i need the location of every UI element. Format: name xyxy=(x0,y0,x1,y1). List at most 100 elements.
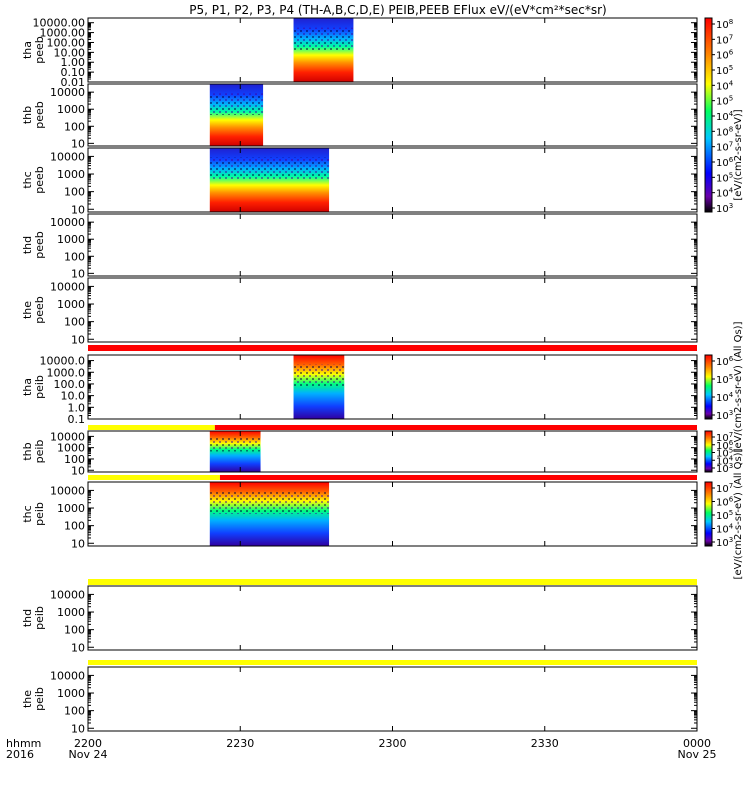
status-bar-segment xyxy=(214,425,697,430)
panel-label-bottom: peeb xyxy=(33,36,46,64)
colorbar-tick-label: 104 xyxy=(716,391,734,404)
colorbar-tick-label: 107 xyxy=(716,482,733,495)
panel-label-bottom: peeb xyxy=(33,231,46,259)
panel-label-top: thd xyxy=(21,609,34,627)
status-bar-segment xyxy=(219,475,697,480)
panel-thb-peeb: 10000 1000 100 10 thb peeb xyxy=(21,83,698,150)
panel-label-top: the xyxy=(21,690,34,708)
colorbar-tick-label: 106 xyxy=(716,355,734,368)
chart-title: P5, P1, P2, P3, P4 (TH-A,B,C,D,E) PEIB,P… xyxy=(189,3,606,17)
colorbar-tick-label: 104 xyxy=(716,187,734,200)
colorbar-tick-label: 106 xyxy=(716,49,734,62)
panel-frame xyxy=(87,17,698,83)
colorbar-tick-label: 108 xyxy=(716,125,733,138)
y-tick-label: 1000.00 xyxy=(40,27,86,40)
colorbar-gradient xyxy=(704,354,713,420)
spectrogram-texture xyxy=(209,157,330,180)
panel-label-bottom: peib xyxy=(33,687,46,711)
panel-the-peib: 10000 1000 100 10 the peib xyxy=(21,666,698,735)
y-tick-label: 10 xyxy=(71,203,85,216)
y-tick-label: 0.01 xyxy=(61,76,86,89)
colorbar: 108 107 106 105 104 105 104 108 107 106 105 104 103[… xyxy=(704,17,744,215)
colorbar-gradient xyxy=(704,481,713,547)
y-tick-label: 0.10 xyxy=(61,66,86,79)
spectrogram-texture xyxy=(209,93,264,115)
panel-thc-peeb: 10000 1000 100 10 thc peeb xyxy=(21,147,698,216)
panel-frame xyxy=(87,213,698,277)
panel-frame xyxy=(87,585,698,651)
panel-frame xyxy=(87,430,698,473)
y-tick-label: 10000.00 xyxy=(33,17,86,30)
y-tick-label: 10000 xyxy=(50,669,85,682)
y-tick-label: 100 xyxy=(64,520,85,533)
spectrogram-texture xyxy=(293,364,345,387)
colorbar-tick-label: 104 xyxy=(716,523,734,536)
y-tick-label: 100.00 xyxy=(47,36,86,49)
panel-label-top: tha xyxy=(21,378,34,396)
status-bar-segment xyxy=(88,345,697,351)
y-tick-label: 1000 xyxy=(57,502,85,515)
colorbar-tick-label: 105 xyxy=(716,64,733,77)
y-tick-label: 10 xyxy=(71,333,85,346)
y-tick-label: 1000 xyxy=(57,442,85,455)
colorbar-tick-label: 105 xyxy=(716,171,733,184)
y-tick-label: 10000 xyxy=(50,86,85,99)
y-tick-label: 1000 xyxy=(57,233,85,246)
colorbar-tick-label: 104 xyxy=(716,79,734,92)
y-tick-label: 10000.0 xyxy=(40,355,86,368)
panel-thd-peib: 10000 1000 100 10 thd peib xyxy=(21,585,698,654)
colorbar-label: [eV/(cm2-s-sr-eV) (All Qs)] xyxy=(733,321,744,452)
panel-label-bottom: peib xyxy=(33,375,46,399)
y-tick-label: 10.0 xyxy=(61,390,86,403)
y-tick-label: 1000 xyxy=(57,298,85,311)
colorbar-label: [eV/(cm2-s-sr-eV) (All Qs)] xyxy=(733,448,744,579)
colorbar-tick-label: 107 xyxy=(716,33,733,46)
x-tick-label: 2230 xyxy=(226,737,254,750)
colorbar-tick-label: 103 xyxy=(716,536,733,549)
y-tick-label: 10 xyxy=(71,641,85,654)
panel-frame xyxy=(87,666,698,732)
x-axis-row1-label: hhmm xyxy=(6,737,41,750)
x-tick-label: 2200 xyxy=(74,737,102,750)
y-tick-label: 1000.0 xyxy=(47,366,86,379)
panel-label-top: thb xyxy=(21,442,34,460)
y-tick-label: 100 xyxy=(64,453,85,466)
panel-label-bottom: peeb xyxy=(33,101,46,129)
panel-the-peeb: 10000 1000 100 10 the peeb xyxy=(21,277,698,346)
colorbar-tick-label: 106 xyxy=(716,156,734,169)
colorbar-tick-label: 105 xyxy=(716,509,733,522)
colorbar-tick-label: 105 xyxy=(716,373,733,386)
panel-label-top: thc xyxy=(21,171,34,188)
colorbar-tick-label: 103 xyxy=(716,409,733,422)
y-tick-label: 100 xyxy=(64,705,85,718)
panel-label-bottom: peib xyxy=(33,440,46,464)
colorbar-tick-label: 108 xyxy=(716,18,733,31)
y-tick-label: 10 xyxy=(71,137,85,150)
y-tick-label: 10000 xyxy=(50,484,85,497)
y-tick-label: 100 xyxy=(64,624,85,637)
panel-label-top: the xyxy=(21,301,34,319)
panel-thd-peeb: 10000 1000 100 10 thd peeb xyxy=(21,213,698,280)
colorbar-tick-label: 106 xyxy=(716,496,734,509)
panel-thc-peib: 10000 1000 100 10 thc peib xyxy=(21,481,698,550)
y-tick-label: 10000 xyxy=(50,150,85,163)
panel-frame xyxy=(87,147,698,213)
panel-label-bottom: peib xyxy=(33,502,46,526)
x-tick-label: 2330 xyxy=(531,737,559,750)
y-tick-label: 1000 xyxy=(57,168,85,181)
panel-label-top: thd xyxy=(21,236,34,254)
panel-label-bottom: peeb xyxy=(33,296,46,324)
y-tick-label: 10 xyxy=(71,464,85,477)
panel-label-top: thc xyxy=(21,505,34,522)
panel-label-top: thb xyxy=(21,106,34,124)
y-tick-label: 10.00 xyxy=(54,46,86,59)
y-tick-label: 1000 xyxy=(57,606,85,619)
y-tick-label: 100 xyxy=(64,186,85,199)
y-tick-label: 100 xyxy=(64,250,85,263)
y-tick-label: 10000 xyxy=(50,588,85,601)
y-tick-label: 100.0 xyxy=(54,378,86,391)
status-bar-segment xyxy=(88,579,697,585)
